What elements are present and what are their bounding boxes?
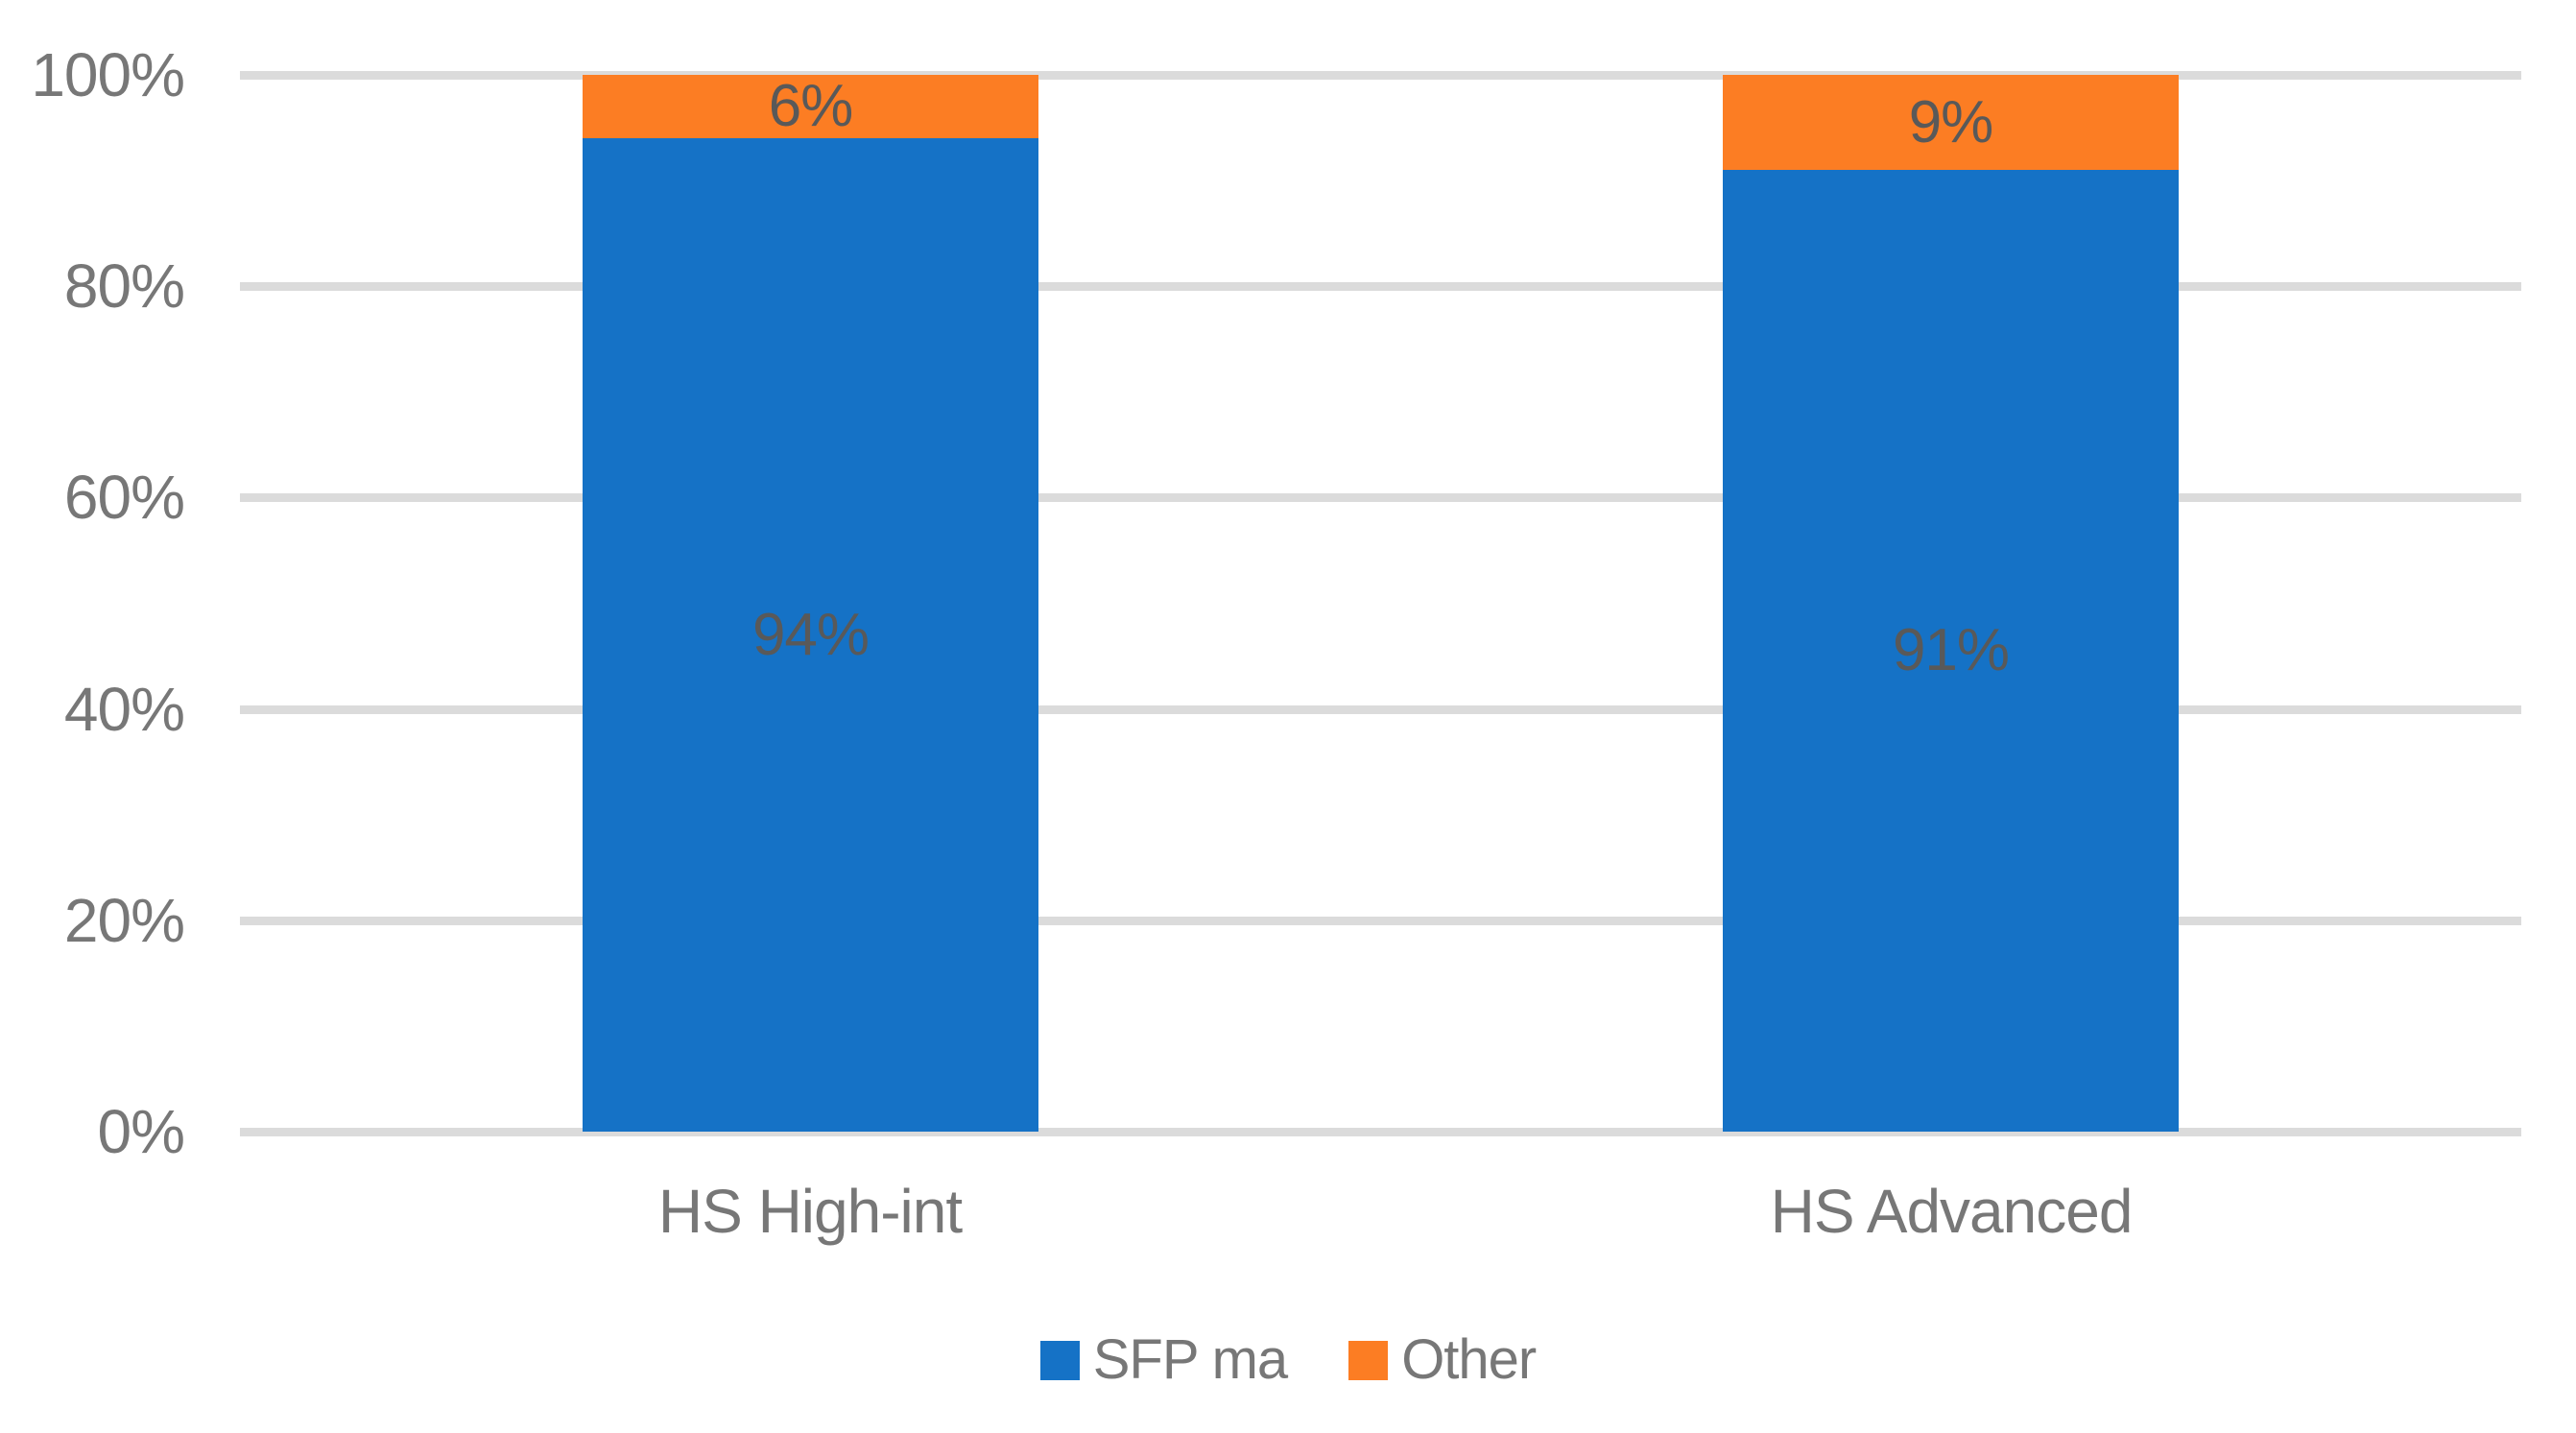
x-axis-category-label: HS Advanced — [1770, 1177, 2134, 1246]
bar-segment-sfp-ma-hs-advanced[interactable]: 91% — [1723, 170, 2179, 1132]
data-label: 9% — [1908, 88, 1994, 155]
gridline-100% — [240, 71, 2521, 80]
gridline-60% — [240, 493, 2521, 503]
y-axis-tick-label: 80% — [63, 251, 185, 322]
data-label: 94% — [751, 601, 870, 668]
x-axis-category-label: HS High-int — [657, 1177, 963, 1246]
legend-swatch-icon — [1039, 1340, 1080, 1380]
bar-segment-other-hs-high-int[interactable]: 6% — [583, 75, 1038, 138]
legend-swatch-icon — [1348, 1340, 1389, 1380]
bar-segment-sfp-ma-hs-high-int[interactable]: 94% — [583, 138, 1038, 1132]
gridline-0% — [240, 1128, 2521, 1136]
gridline-20% — [240, 916, 2521, 925]
legend-label: SFP ma — [1092, 1328, 1288, 1391]
y-axis-tick-label: 0% — [97, 1097, 186, 1166]
data-label: 6% — [768, 73, 854, 139]
legend: SFP ma Other — [0, 1332, 2576, 1388]
y-axis-tick-label: 20% — [63, 885, 185, 955]
y-axis-tick-label: 40% — [63, 674, 185, 744]
bar-segment-other-hs-advanced[interactable]: 9% — [1723, 75, 2179, 170]
legend-item-sfp-ma[interactable]: SFP ma — [1039, 1328, 1288, 1391]
data-label: 91% — [1892, 617, 2010, 683]
y-axis-tick-label: 100% — [31, 40, 185, 109]
legend-item-other[interactable]: Other — [1348, 1328, 1537, 1391]
gridline-40% — [240, 705, 2521, 714]
y-axis-tick-label: 60% — [63, 463, 185, 533]
legend-label: Other — [1401, 1328, 1537, 1391]
gridline-80% — [240, 282, 2521, 292]
